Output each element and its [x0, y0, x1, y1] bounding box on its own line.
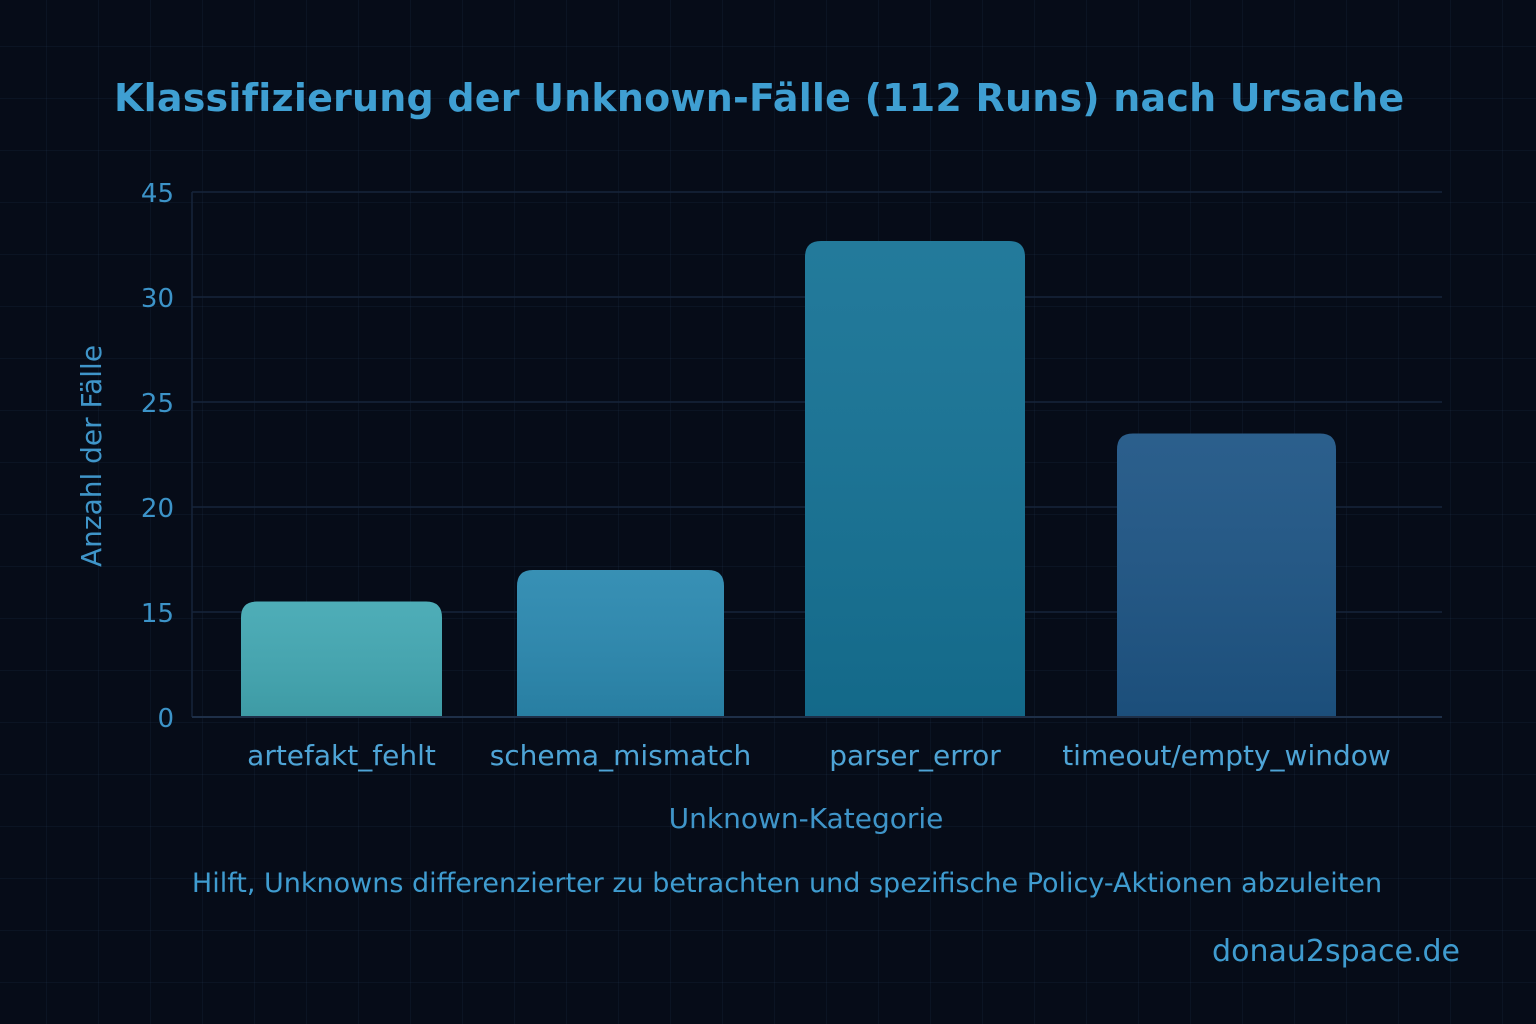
bar-shade	[241, 601, 442, 717]
y-tick-label: 20	[141, 494, 174, 524]
bars	[241, 241, 1336, 717]
y-tick-label: 0	[157, 704, 174, 734]
y-tick-label: 25	[141, 389, 174, 419]
x-category-label: timeout/empty_window	[1062, 739, 1391, 772]
bar-shade	[805, 241, 1025, 717]
y-axis-title: Anzahl der Fälle	[75, 345, 108, 567]
chart-title: Klassifizierung der Unknown-Fälle (112 R…	[114, 76, 1405, 120]
x-axis-labels: artefakt_fehlt schema_mismatch parser_erro…	[247, 739, 1391, 772]
bar-shade	[517, 570, 724, 717]
y-tick-label: 30	[141, 284, 174, 314]
y-tick-label: 45	[141, 179, 174, 209]
y-tick-label: 15	[141, 599, 174, 629]
site-credit: donau2space.de	[1212, 934, 1460, 969]
x-axis-title: Unknown-Kategorie	[669, 802, 944, 835]
x-category-label: artefakt_fehlt	[247, 739, 436, 772]
x-category-label: schema_mismatch	[490, 739, 752, 772]
bar-shade	[1117, 433, 1336, 717]
x-category-label: parser_error	[829, 739, 1001, 772]
chart-subtitle: Hilft, Unknowns differenzierter zu betra…	[191, 868, 1383, 899]
y-axis-ticks: 0 15 20 25 30 45	[141, 179, 174, 734]
